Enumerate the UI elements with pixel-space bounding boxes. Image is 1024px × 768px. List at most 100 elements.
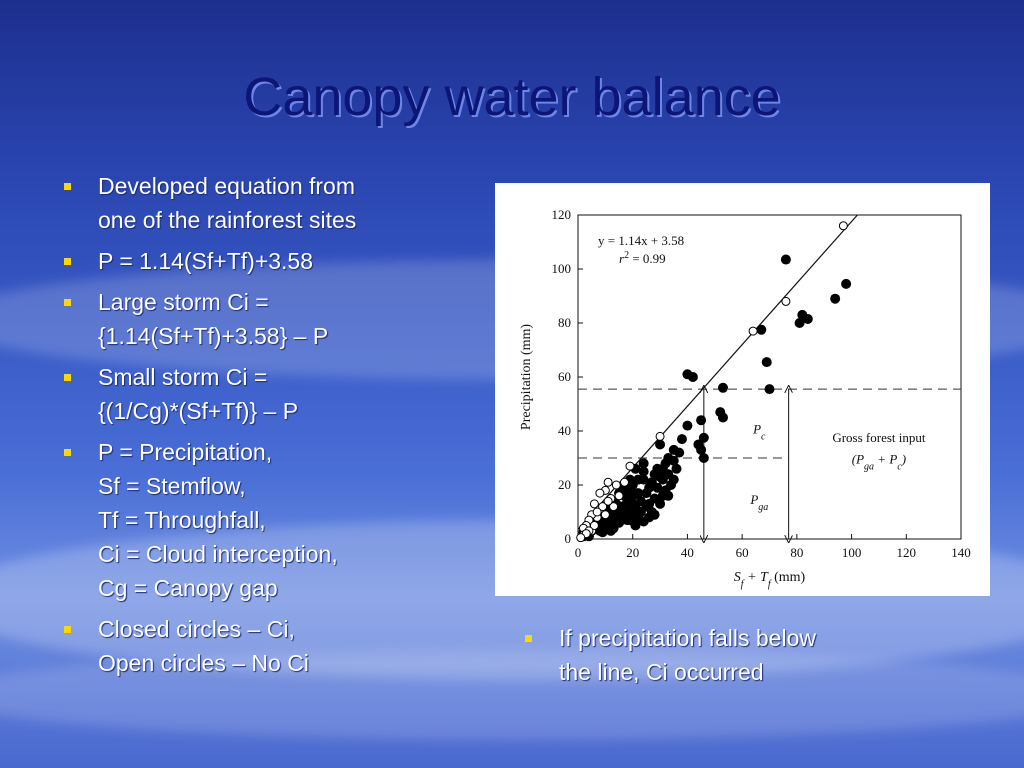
closed-circle-point xyxy=(674,447,685,458)
closed-circle-point xyxy=(687,372,698,382)
bullet-text-line: P = 1.14(Sf+Tf)+3.58 xyxy=(98,248,314,274)
chart-svg: 0 20 40 60 80 100 120 140 0 20 40 60 80 100 120 Sf + Tf… xyxy=(519,207,971,590)
closed-circle-point xyxy=(668,455,679,466)
pga-label: Pga xyxy=(749,492,768,513)
closed-circle-point xyxy=(649,509,660,520)
y-tick-label: 80 xyxy=(558,315,571,330)
left-bullet-list: Developed equation from one of the rainfo… xyxy=(60,169,460,687)
background-wave xyxy=(0,650,1024,740)
y-tick-label: 40 xyxy=(558,423,571,438)
closed-circle-point xyxy=(638,516,649,527)
closed-circle-point xyxy=(633,488,644,499)
y-tick-label: 120 xyxy=(552,207,572,222)
closed-circle-point xyxy=(638,466,649,477)
closed-circle-point xyxy=(780,254,791,265)
y-tick-label: 20 xyxy=(558,477,571,492)
bullet-square-icon xyxy=(64,299,71,306)
closed-circle-point xyxy=(655,439,666,450)
closed-circle-point xyxy=(682,420,693,431)
bullet-item: Small storm Ci = {(1/Cg)*(Sf+Tf)} – P xyxy=(60,360,460,428)
x-tick-label: 140 xyxy=(951,545,971,560)
bullet-text-line: Sf = Stemflow, xyxy=(98,473,246,499)
closed-circle-point xyxy=(830,293,841,304)
open-circle-point xyxy=(603,477,613,487)
bullet-square-icon xyxy=(64,183,71,190)
bullet-text-line: Small storm Ci = xyxy=(98,364,268,390)
x-tick-label: 40 xyxy=(681,545,694,560)
closed-circle-point xyxy=(696,444,707,455)
open-circle-point xyxy=(781,296,791,306)
open-circle-point xyxy=(620,477,630,487)
x-axis-label: Sf + Tf (mm) xyxy=(734,570,806,590)
closed-circle-point xyxy=(644,498,655,509)
bullet-text-line: {1.14(Sf+Tf)+3.58} – P xyxy=(98,323,329,349)
y-tick-label: 100 xyxy=(552,261,572,276)
bullet-square-icon xyxy=(525,635,532,642)
open-circle-point xyxy=(614,491,624,501)
y-tick-label: 60 xyxy=(558,369,571,384)
closed-circle-point xyxy=(717,412,728,423)
closed-circle-point xyxy=(841,278,852,289)
regression-equation: y = 1.14x + 3.58 xyxy=(598,233,684,248)
closed-circle-point xyxy=(761,357,772,368)
y-axis-label: Precipitation (mm) xyxy=(519,324,534,430)
open-circle-point xyxy=(600,510,610,520)
bullet-item: P = 1.14(Sf+Tf)+3.58 xyxy=(60,244,460,278)
bullet-text-line: Open circles – No Ci xyxy=(98,650,309,676)
closed-circle-point xyxy=(655,471,666,482)
closed-circle-point xyxy=(638,458,649,469)
closed-circle-point xyxy=(622,501,633,512)
bullet-square-icon xyxy=(64,449,71,456)
x-tick-label: 60 xyxy=(736,545,749,560)
bullet-square-icon xyxy=(64,626,71,633)
open-circle-point xyxy=(592,507,602,517)
bullet-text-line: Large storm Ci = xyxy=(98,289,269,315)
open-circle-point xyxy=(576,533,586,543)
closed-circle-point xyxy=(630,520,641,531)
bullet-text-line: Developed equation from xyxy=(98,173,355,199)
bullet-text-line: P = Precipitation, xyxy=(98,439,273,465)
open-circle-point xyxy=(611,480,621,490)
closed-circle-point xyxy=(696,415,707,426)
closed-circle-point xyxy=(676,434,687,445)
regression-line xyxy=(577,214,858,530)
x-tick-label: 20 xyxy=(626,545,639,560)
open-circle-point xyxy=(595,488,605,498)
bullet-item: If precipitation falls below the line, Ci… xyxy=(521,621,941,689)
x-tick-label: 100 xyxy=(842,545,862,560)
bullet-text-line: {(1/Cg)*(Sf+Tf)} – P xyxy=(98,398,299,424)
open-circle-point xyxy=(748,326,758,336)
open-circle-point xyxy=(589,499,599,509)
gross-forest-input-label: Gross forest input xyxy=(832,430,926,445)
right-bullet-list: If precipitation falls below the line, Ci… xyxy=(521,621,941,696)
bullet-square-icon xyxy=(64,258,71,265)
bullet-text-line: Closed circles – Ci, xyxy=(98,616,295,642)
bullet-text-line: one of the rainforest sites xyxy=(98,207,357,233)
open-circle-point xyxy=(598,502,608,512)
closed-circle-point xyxy=(605,525,616,536)
closed-circle-point xyxy=(641,488,652,499)
closed-circle-point xyxy=(668,474,679,485)
bullet-text-line: Cg = Canopy gap xyxy=(98,575,278,601)
bullet-item: Developed equation from one of the rainfo… xyxy=(60,169,460,237)
y-tick-label: 0 xyxy=(565,531,572,546)
x-tick-label: 80 xyxy=(790,545,803,560)
pc-label: Pc xyxy=(752,422,766,443)
bullet-text-line: If precipitation falls below xyxy=(559,625,816,651)
scatter-chart: 0 20 40 60 80 100 120 140 0 20 40 60 80 100 120 Sf + Tf… xyxy=(495,183,990,596)
gross-forest-input-formula: (Pga + Pc) xyxy=(852,451,906,472)
x-tick-label: 120 xyxy=(897,545,917,560)
open-circle-point xyxy=(838,221,848,231)
bullet-item: Large storm Ci = {1.14(Sf+Tf)+3.58} – P xyxy=(60,285,460,353)
closed-circle-point xyxy=(717,382,728,393)
closed-circle-point xyxy=(802,313,813,324)
r-squared-label: r2 = 0.99 xyxy=(619,250,666,267)
closed-circle-point xyxy=(698,432,709,443)
bullet-item: P = Precipitation, Sf = Stemflow, Tf = Thr… xyxy=(60,435,460,605)
closed-circle-point xyxy=(652,482,663,493)
open-circle-point xyxy=(609,502,619,512)
open-circle-point xyxy=(625,461,635,471)
closed-circle-point xyxy=(698,453,709,463)
bullet-text-line: the line, Ci occurred xyxy=(559,659,764,685)
bullet-item: Closed circles – Ci, Open circles – No Ci xyxy=(60,612,460,680)
